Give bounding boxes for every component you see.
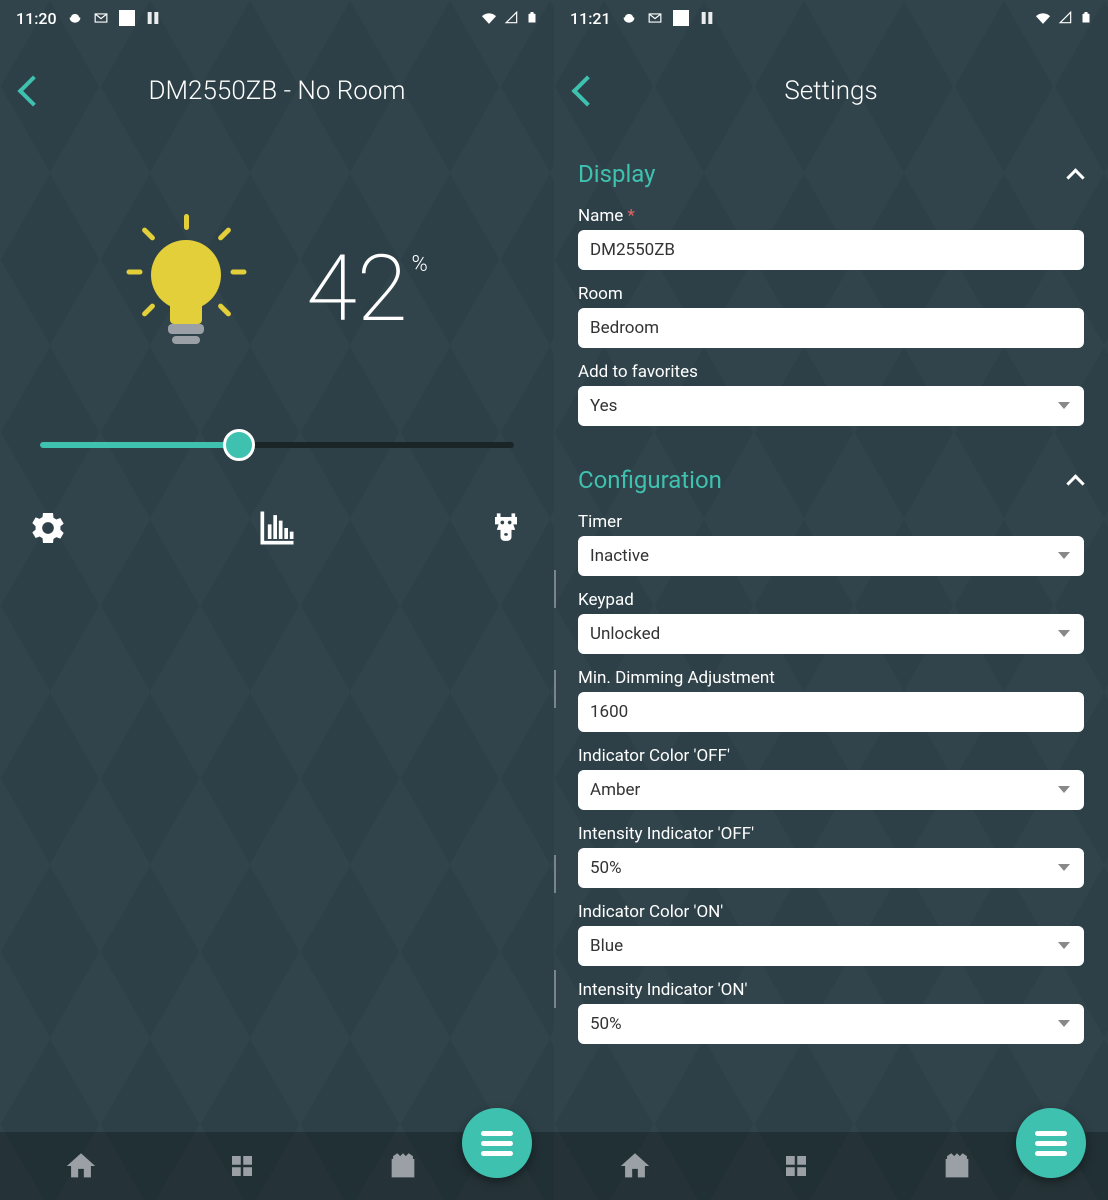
header: Settings (554, 36, 1108, 130)
room-input[interactable]: Bedroom (578, 308, 1084, 348)
timer-label: Timer (578, 512, 1084, 532)
keypad-label: Keypad (578, 590, 1084, 610)
status-time: 11:20 (16, 9, 57, 28)
notes-icon (145, 10, 161, 26)
chevron-down-icon (1058, 786, 1070, 793)
back-button[interactable] (16, 77, 44, 105)
section-display-header[interactable]: Display (578, 160, 1084, 188)
menu-icon (481, 1141, 513, 1146)
name-input[interactable]: DM2550ZB (578, 230, 1084, 270)
menu-icon (1035, 1141, 1067, 1146)
menu-fab[interactable] (462, 1108, 532, 1178)
wifi-icon (480, 11, 498, 25)
notes-icon (699, 10, 715, 26)
nav-grid[interactable] (222, 1146, 262, 1186)
chevron-down-icon (1058, 864, 1070, 871)
intensity-on-select[interactable]: 50% (578, 1004, 1084, 1044)
nav-grid[interactable] (776, 1146, 816, 1186)
room-label: Room (578, 284, 1084, 304)
brightness-unit: % (412, 252, 428, 277)
min-dimming-label: Min. Dimming Adjustment (578, 668, 1084, 688)
chevron-down-icon (1058, 942, 1070, 949)
battery-icon (1080, 10, 1092, 26)
gmail-icon (647, 11, 663, 25)
brightness-display: 42 % (306, 244, 428, 336)
reddit-icon (621, 10, 637, 26)
page-title: DM2550ZB - No Room (44, 76, 510, 106)
lightbulb-icon (126, 220, 246, 360)
keypad-select[interactable]: Unlocked (578, 614, 1084, 654)
brightness-slider[interactable] (40, 430, 514, 460)
intensity-off-select[interactable]: 50% (578, 848, 1084, 888)
section-display-title: Display (578, 160, 656, 188)
chevron-down-icon (1058, 630, 1070, 637)
chevron-down-icon (1058, 402, 1070, 409)
nav-scenes[interactable] (383, 1146, 423, 1186)
nav-home[interactable] (61, 1146, 101, 1186)
favorites-select[interactable]: Yes (578, 386, 1084, 426)
signal-icon (504, 11, 520, 25)
min-dimming-input[interactable]: 1600 (578, 692, 1084, 732)
required-star: * (628, 206, 635, 226)
indicator-on-color-label: Indicator Color 'ON' (578, 902, 1084, 922)
square-icon (673, 10, 689, 26)
square-icon (119, 10, 135, 26)
intensity-on-label: Intensity Indicator 'ON' (578, 980, 1084, 1000)
nav-home[interactable] (615, 1146, 655, 1186)
status-bar: 11:20 (0, 0, 554, 36)
page-title: Settings (598, 76, 1064, 106)
intensity-off-label: Intensity Indicator 'OFF' (578, 824, 1084, 844)
chevron-up-icon (1066, 165, 1084, 183)
status-bar: 11:21 (554, 0, 1108, 36)
indicator-off-color-select[interactable]: Amber (578, 770, 1084, 810)
automation-button[interactable] (478, 500, 534, 556)
chevron-up-icon (1066, 471, 1084, 489)
status-time: 11:21 (570, 9, 611, 28)
battery-icon (526, 10, 538, 26)
nav-scenes[interactable] (937, 1146, 977, 1186)
indicator-on-color-select[interactable]: Blue (578, 926, 1084, 966)
indicator-off-color-label: Indicator Color 'OFF' (578, 746, 1084, 766)
wifi-icon (1034, 11, 1052, 25)
back-button[interactable] (570, 77, 598, 105)
chevron-down-icon (1058, 552, 1070, 559)
chevron-down-icon (1058, 1020, 1070, 1027)
signal-icon (1058, 11, 1074, 25)
timer-select[interactable]: Inactive (578, 536, 1084, 576)
header: DM2550ZB - No Room (0, 36, 554, 130)
settings-button[interactable] (20, 500, 76, 556)
name-label: Name * (578, 206, 1084, 226)
slider-thumb[interactable] (223, 429, 255, 461)
reddit-icon (67, 10, 83, 26)
menu-fab[interactable] (1016, 1108, 1086, 1178)
stats-button[interactable] (249, 500, 305, 556)
section-configuration-header[interactable]: Configuration (578, 466, 1084, 494)
gmail-icon (93, 11, 109, 25)
section-configuration-title: Configuration (578, 466, 722, 494)
favorites-label: Add to favorites (578, 362, 1084, 382)
settings-screen: 11:21 Settings Display Name * DM2550ZB R… (554, 0, 1108, 1200)
brightness-value: 42 (306, 244, 407, 336)
device-screen: 11:20 DM2550ZB - No Room (0, 0, 554, 1200)
